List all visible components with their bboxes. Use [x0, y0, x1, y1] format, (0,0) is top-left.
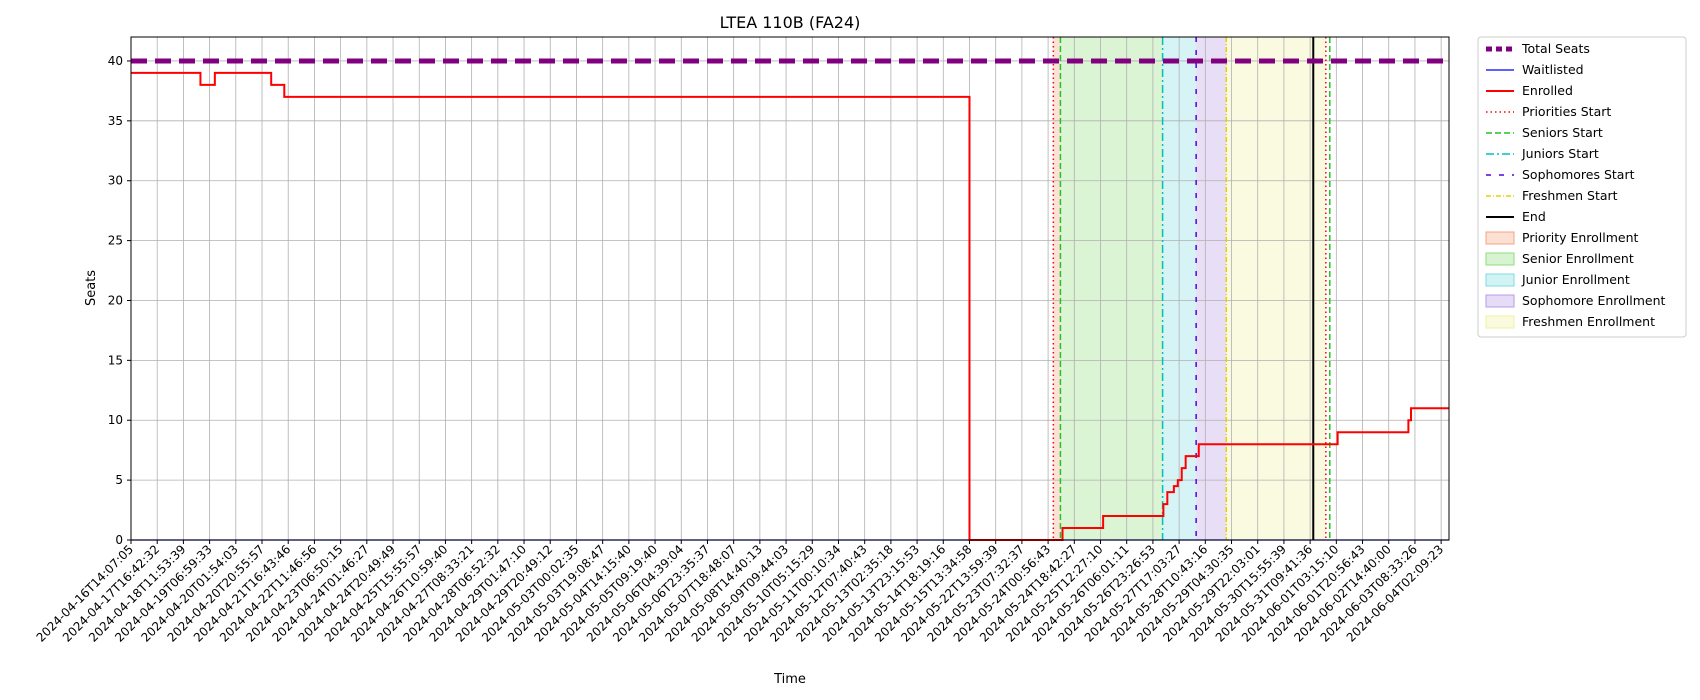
legend-swatch	[1485, 315, 1515, 329]
legend-item: End	[1486, 209, 1546, 224]
legend-item: Junior Enrollment	[1485, 272, 1630, 287]
legend-item: Total Seats	[1486, 41, 1590, 56]
y-tick-label: 30	[108, 174, 123, 188]
y-tick-label: 40	[108, 54, 123, 68]
y-tick-label: 0	[115, 533, 123, 547]
legend-label: Total Seats	[1521, 41, 1590, 56]
axes-frame	[130, 36, 1450, 541]
legend-label: Seniors Start	[1522, 125, 1603, 140]
y-tick-label: 10	[108, 413, 123, 427]
region-3	[1196, 37, 1227, 540]
region-4	[1226, 37, 1326, 540]
x-axis-label: Time	[773, 672, 806, 687]
legend-item: Freshmen Start	[1486, 188, 1618, 203]
legend-item: Waitlisted	[1486, 62, 1584, 77]
y-tick-label: 15	[108, 353, 123, 367]
legend-item: Priorities Start	[1486, 104, 1611, 119]
legend-item: Enrolled	[1486, 83, 1573, 98]
y-tick-label: 20	[108, 293, 123, 307]
legend: Total Seats Waitlisted Enrolled Priorities …	[1477, 36, 1687, 338]
legend-item: Freshmen Enrollment	[1485, 314, 1655, 329]
legend-item: Seniors Start	[1486, 125, 1603, 140]
legend-item: Sophomore Enrollment	[1485, 293, 1666, 308]
chart-title: LTEA 110B (FA24)	[720, 13, 861, 32]
legend-swatch	[1485, 252, 1515, 266]
legend-label: Senior Enrollment	[1522, 251, 1634, 266]
legend-swatch	[1485, 231, 1515, 245]
legend-label: Priority Enrollment	[1522, 230, 1639, 245]
legend-label: Sophomore Enrollment	[1522, 293, 1666, 308]
legend-item: Senior Enrollment	[1485, 251, 1634, 266]
series-enrolled	[131, 71, 1449, 541]
legend-item: Sophomores Start	[1486, 167, 1635, 182]
region-0	[1053, 37, 1061, 540]
y-tick-label: 25	[108, 234, 123, 248]
plot-area: 05101520253035402024-04-16T14:07:052024-…	[34, 36, 1450, 645]
legend-label: Freshmen Start	[1522, 188, 1618, 203]
legend-label: End	[1522, 209, 1546, 224]
legend-label: Priorities Start	[1522, 104, 1611, 119]
region-1	[1060, 37, 1163, 540]
legend-label: Freshmen Enrollment	[1522, 314, 1655, 329]
legend-item: Juniors Start	[1486, 146, 1599, 161]
y-tick-label: 5	[115, 473, 123, 487]
legend-label: Enrolled	[1522, 83, 1573, 98]
y-axis-label: Seats	[84, 270, 99, 306]
legend-swatch	[1485, 273, 1515, 287]
y-tick-label: 35	[108, 114, 123, 128]
legend-label: Waitlisted	[1522, 62, 1584, 77]
legend-label: Sophomores Start	[1522, 167, 1635, 182]
legend-label: Juniors Start	[1521, 146, 1599, 161]
legend-box	[1477, 36, 1687, 338]
legend-label: Junior Enrollment	[1521, 272, 1630, 287]
legend-swatch	[1485, 294, 1515, 308]
legend-item: Priority Enrollment	[1485, 230, 1639, 245]
